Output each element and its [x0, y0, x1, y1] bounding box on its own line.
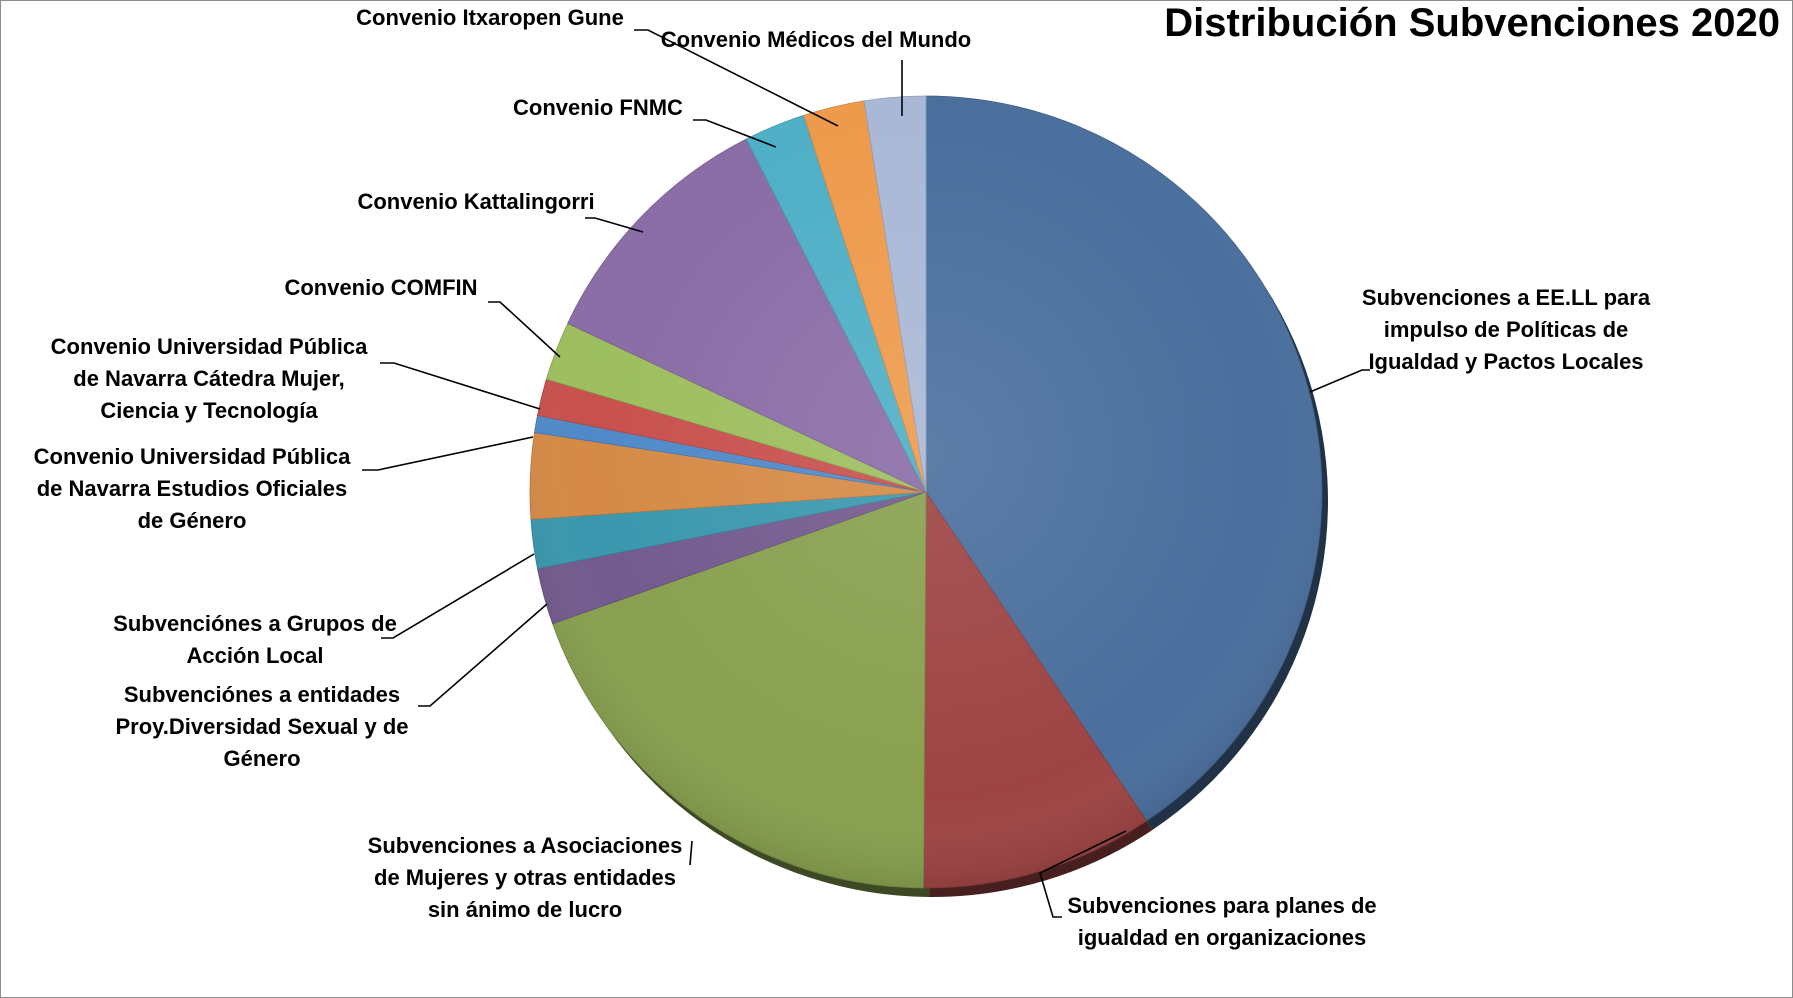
slice-label: Convenio Universidad Pública de Navarra C… [51, 334, 368, 423]
slice-label: Subvenciónes a entidades Proy.Diversidad … [115, 682, 408, 771]
slice-label-line: Proy.Diversidad Sexual y de [115, 714, 408, 739]
slice-label: Convenio Médicos del Mundo [661, 27, 971, 52]
leader-line [689, 840, 693, 866]
slice-label-line: Convenio Universidad Pública [34, 444, 351, 469]
slice-label-line: Convenio Kattalingorri [357, 189, 594, 214]
slice-label: Subvenciones a Asociaciones de Mujeres y … [368, 833, 683, 922]
slice-label-line: Convenio Itxaropen Gune [356, 5, 624, 30]
leader-line [381, 553, 535, 639]
slice-label-line: sin ánimo de lucro [428, 897, 622, 922]
leader-line [693, 119, 777, 148]
slice-label-line: Convenio Médicos del Mundo [661, 27, 971, 52]
slice-label: Subvenciónes a Grupos de Acción Local [113, 611, 397, 668]
slice-label-line: Convenio Universidad Pública [51, 334, 368, 359]
slice-label-line: Subvenciones para planes de [1067, 893, 1376, 918]
slice-label-line: Subvenciónes a entidades [124, 682, 400, 707]
slice-label-line: Acción Local [187, 643, 324, 668]
slice-label-line: Convenio COMFIN [284, 275, 477, 300]
slice-label-line: de Género [138, 508, 247, 533]
leader-line [1309, 369, 1370, 393]
slice-label-line: de Navarra Estudios Oficiales [37, 476, 348, 501]
slice-label-line: Género [223, 746, 300, 771]
leader-line [418, 603, 548, 707]
leader-line [488, 301, 561, 358]
slice-label-line: de Navarra Cátedra Mujer, [73, 366, 344, 391]
leader-line [380, 362, 541, 410]
slice-label: Convenio Kattalingorri [357, 189, 594, 214]
leader-line [1039, 830, 1127, 918]
leader-lines [362, 29, 1370, 918]
slice-label: Convenio Itxaropen Gune [356, 5, 624, 30]
slice-labels: Subvenciones a EE.LL para impulso de Polí… [34, 5, 1651, 950]
leader-line [585, 217, 644, 233]
slice-label-line: impulso de Políticas de [1384, 317, 1629, 342]
chart-title: Distribución Subvenciones 2020 [1164, 1, 1780, 45]
slice-label-line: igualdad en organizaciones [1078, 925, 1367, 950]
slice-label-line: Subvenciónes a Grupos de [113, 611, 397, 636]
slice-label: Subvenciones a EE.LL para impulso de Polí… [1362, 285, 1651, 374]
slice-label: Convenio Universidad Pública de Navarra E… [34, 444, 351, 533]
pie-slices [529, 95, 1323, 889]
slice-label-line: Subvenciones a EE.LL para [1362, 285, 1651, 310]
slice-label: Convenio FNMC [513, 95, 683, 120]
slice-label-line: Convenio FNMC [513, 95, 683, 120]
slice-label-line: Subvenciones a Asociaciones [368, 833, 683, 858]
slice-label: Convenio COMFIN [284, 275, 477, 300]
leader-line [634, 29, 839, 127]
slice-label-line: Igualdad y Pactos Locales [1368, 349, 1643, 374]
slice-label: Subvenciones para planes de igualdad en o… [1067, 893, 1376, 950]
pie-sheen [530, 96, 1322, 888]
slice-label-line: Ciencia y Tecnología [100, 398, 318, 423]
slice-label-line: de Mujeres y otras entidades [374, 865, 676, 890]
leader-line [362, 436, 534, 471]
